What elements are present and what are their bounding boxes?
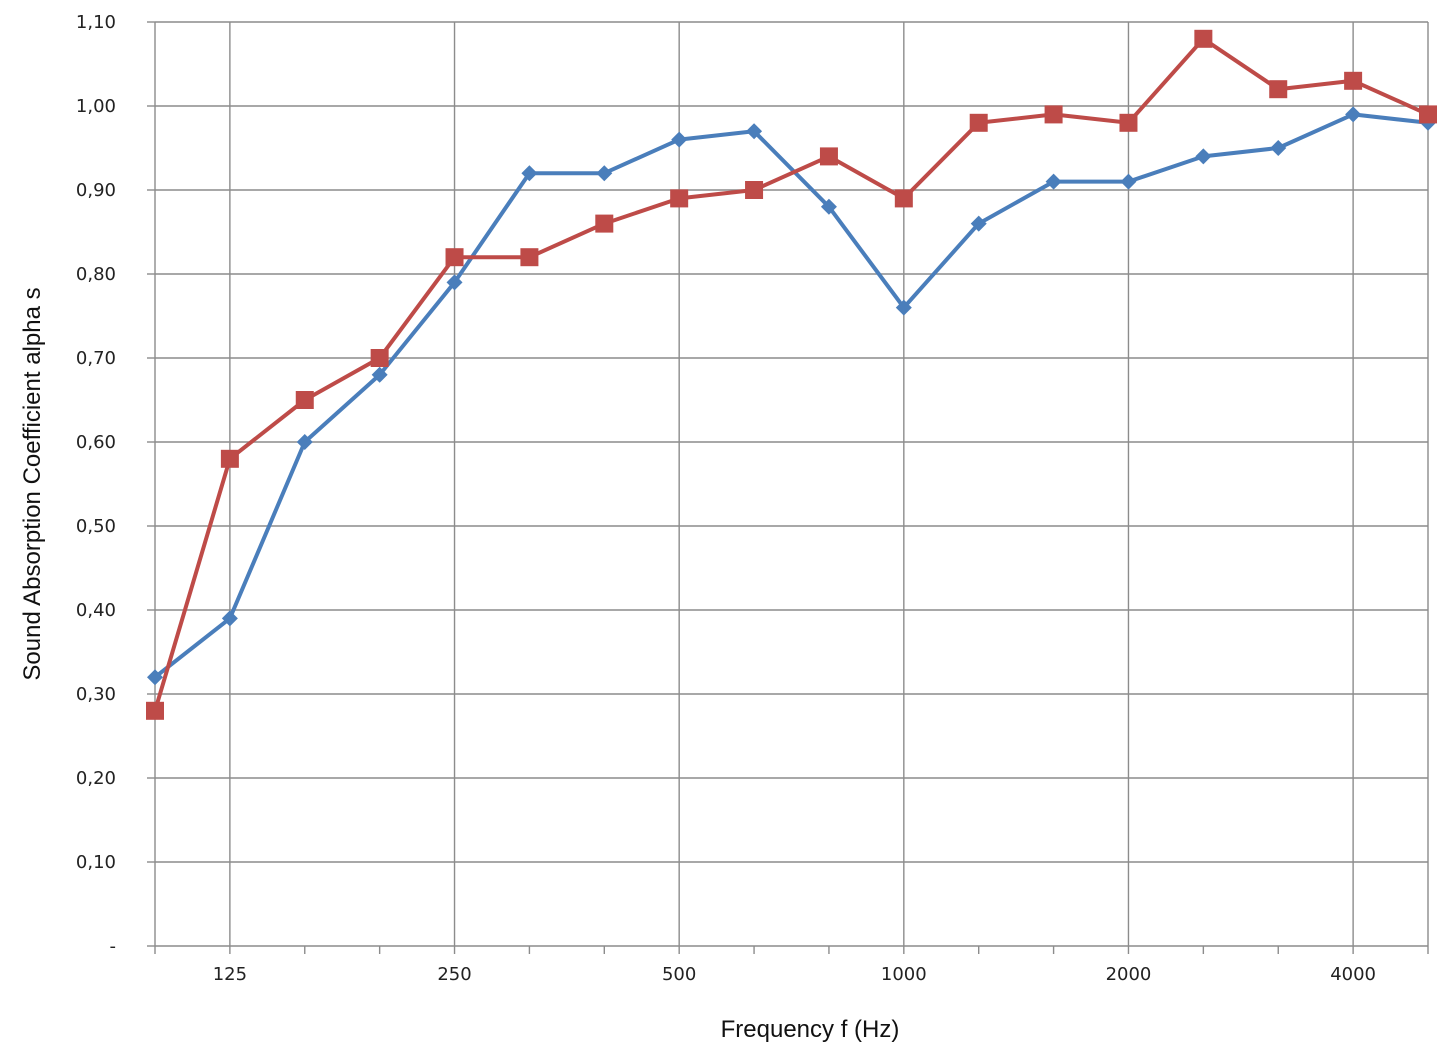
y-tick-label: 0,70 (76, 348, 116, 369)
y-axis-ticks: - 0,10 0,20 0,30 0,40 0,50 0,60 0,70 0,80 0,90 1,0… (76, 12, 155, 957)
series-2-point (1194, 29, 1213, 48)
series-1-point (521, 165, 538, 182)
series-2-point (520, 248, 539, 267)
x-tick-label: 4000 (1330, 964, 1376, 985)
y-tick-label: 0,10 (76, 852, 116, 873)
series-2-point (1044, 105, 1063, 124)
x-tick-label: 2000 (1106, 964, 1152, 985)
x-tick-label: 250 (437, 964, 471, 985)
series-1-point (970, 215, 987, 232)
y-tick-label: 0,80 (76, 264, 116, 285)
grid (155, 21, 1429, 946)
series-1-point (296, 434, 313, 450)
series-1-point (746, 123, 763, 140)
y-axis-title: Sound Absorption Coefficient alpha s (19, 287, 46, 680)
series-2-point (1119, 113, 1138, 132)
x-tick-label: 1000 (881, 964, 927, 985)
series-1-point (1345, 106, 1362, 123)
series-1-point (446, 274, 463, 291)
series-1-point (1195, 148, 1212, 165)
series-2-point (819, 147, 838, 166)
series-2-point (445, 248, 464, 267)
y-tick-label: 0,20 (76, 768, 116, 789)
series-2-point (894, 189, 913, 208)
series-2-point (745, 181, 764, 199)
y-tick-label: 0,30 (76, 684, 116, 705)
y-tick-label: - (110, 936, 117, 957)
x-tick-label: 125 (213, 964, 247, 985)
series-1-point (147, 669, 163, 686)
series-2-point (146, 701, 164, 720)
series-1-line (153, 112, 1429, 679)
series-layer (146, 29, 1437, 720)
y-tick-label: 0,90 (76, 180, 116, 201)
series-2-point (1419, 105, 1437, 124)
y-tick-label: 1,10 (76, 12, 116, 33)
series-1-point (820, 198, 837, 215)
y-tick-label: 0,40 (76, 600, 116, 621)
y-tick-label: 0,50 (76, 516, 116, 537)
series-1-point (596, 165, 613, 182)
x-axis-title: Frequency f (Hz) (721, 1016, 900, 1043)
x-axis-ticks: 125 250 500 1000 2000 4000 (154, 946, 1429, 985)
series-2-point (220, 449, 239, 468)
series-1-point (221, 610, 238, 627)
series-1-point (1120, 173, 1137, 190)
series-2-point (1269, 80, 1288, 99)
series-2-point (595, 214, 614, 233)
series-1-point (1270, 140, 1287, 156)
axes (154, 22, 1428, 947)
series-2-point (1344, 71, 1363, 90)
series-2-point (295, 391, 314, 409)
series-1 (147, 106, 1436, 686)
series-2-line (153, 36, 1429, 712)
series-2-point (670, 189, 689, 208)
y-tick-label: 1,00 (76, 96, 116, 117)
series-1-point (671, 131, 688, 148)
series-2 (146, 29, 1437, 720)
y-tick-label: 0,60 (76, 432, 116, 453)
series-2-point (969, 113, 988, 132)
series-1-point (1045, 173, 1062, 190)
series-1-point (371, 366, 388, 383)
series-1-point (895, 299, 912, 316)
series-2-point (370, 349, 389, 367)
x-tick-label: 500 (662, 964, 696, 985)
